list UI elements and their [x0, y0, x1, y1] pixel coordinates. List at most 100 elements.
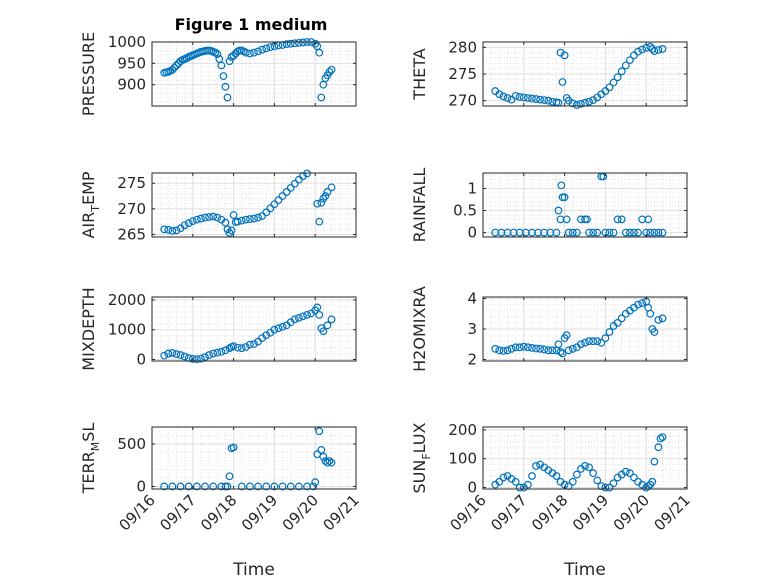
data-point [184, 219, 193, 228]
data-point [168, 349, 177, 357]
data-point [233, 217, 242, 226]
data-point [246, 482, 254, 491]
data-point [213, 213, 222, 222]
data-point [621, 467, 630, 476]
data-point [609, 479, 618, 488]
data-point [192, 215, 201, 224]
data-point [290, 39, 299, 48]
data-point [197, 354, 205, 363]
figure-title: Figure 1 medium [175, 15, 328, 34]
data-point [241, 343, 250, 351]
data-point [544, 346, 553, 355]
data-point [299, 312, 307, 321]
data-point [558, 78, 567, 86]
axes-background [152, 297, 356, 361]
data-point [254, 47, 262, 56]
ticks [151, 297, 357, 361]
data-point [646, 42, 655, 51]
data-point [519, 93, 528, 102]
data-point [233, 343, 242, 352]
y-axis-label: TERRMSL [79, 423, 102, 495]
data-point [325, 457, 334, 465]
data-point [325, 67, 334, 76]
data-point [605, 483, 614, 492]
data-point [495, 90, 504, 99]
data-point [650, 457, 659, 466]
y-tick-label: 275 [117, 174, 146, 192]
y-tick-label: 1000 [108, 33, 146, 51]
data-point [213, 348, 222, 357]
data-point [168, 482, 177, 491]
data-point [250, 340, 258, 348]
data-point [609, 228, 618, 237]
data-point [568, 228, 577, 237]
data-point [560, 51, 569, 60]
data-point [495, 346, 504, 355]
data-point [160, 225, 169, 234]
data-point [315, 48, 324, 57]
y-tick-label: 200 [448, 421, 477, 439]
data-point [650, 228, 659, 237]
data-point [560, 193, 569, 202]
data-point [634, 47, 642, 56]
axes-frame [151, 296, 357, 362]
axes-frame [151, 172, 357, 238]
y-tick-label: 270 [117, 200, 146, 218]
data-point [201, 213, 209, 222]
data-point [625, 469, 634, 478]
data-point [241, 48, 250, 57]
data-point [315, 427, 324, 436]
data-point [617, 314, 626, 323]
minor-grid [152, 173, 356, 237]
axes-frame [151, 41, 357, 107]
data-point [552, 472, 561, 480]
data-point [188, 355, 197, 363]
y-axis-label: MIXDEPTH [79, 287, 98, 370]
data-point [317, 446, 326, 454]
axes-frame [482, 426, 688, 490]
data-point [254, 482, 262, 491]
data-point [601, 334, 610, 343]
data-point [552, 228, 561, 237]
data-point [164, 349, 173, 358]
data-point [290, 315, 299, 324]
data-point [646, 228, 655, 237]
data-point [209, 349, 218, 358]
data-point [286, 183, 295, 192]
data-point [327, 183, 336, 192]
data-point [515, 483, 524, 492]
data-point [648, 477, 657, 486]
series-markers [491, 433, 667, 492]
data-point [536, 95, 545, 104]
data-point [499, 473, 508, 482]
data-point [225, 57, 234, 66]
data-point [246, 340, 254, 349]
data-point [589, 337, 598, 346]
data-point [209, 212, 218, 221]
data-point [241, 215, 250, 224]
data-point [327, 315, 336, 324]
data-point [654, 443, 663, 452]
data-point [540, 345, 549, 354]
data-point [213, 50, 222, 58]
data-point [205, 351, 214, 359]
data-point [323, 458, 332, 467]
data-point [554, 340, 563, 349]
data-point [319, 452, 328, 461]
data-point [237, 482, 246, 491]
data-point [317, 198, 326, 207]
data-point [192, 355, 201, 364]
data-point [564, 346, 573, 355]
data-point [315, 310, 324, 319]
minor-grid [483, 297, 687, 361]
data-point [568, 344, 577, 353]
data-point [495, 477, 504, 486]
data-point [309, 482, 318, 491]
data-point [192, 482, 201, 491]
axes-background [152, 427, 356, 489]
data-point [609, 78, 618, 87]
data-point [650, 328, 659, 336]
data-point [221, 82, 230, 91]
data-point [548, 346, 557, 355]
data-point [180, 221, 189, 230]
